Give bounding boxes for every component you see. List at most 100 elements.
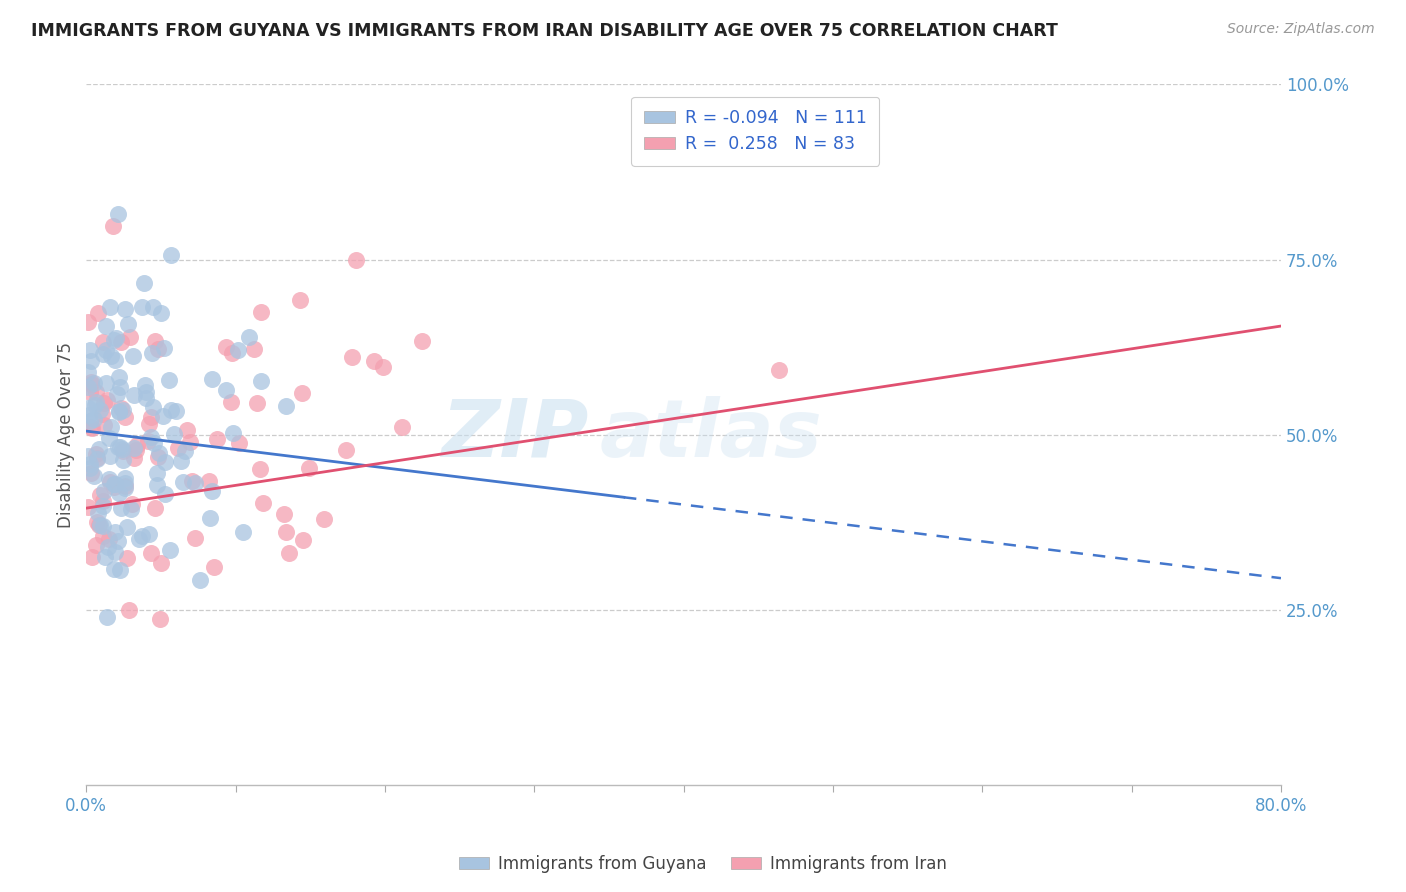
Point bbox=[91, 347, 114, 361]
Point bbox=[139, 410, 162, 425]
Point bbox=[122, 450, 145, 465]
Legend: Immigrants from Guyana, Immigrants from Iran: Immigrants from Guyana, Immigrants from … bbox=[453, 848, 953, 880]
Point bbox=[153, 341, 176, 355]
Point bbox=[104, 545, 127, 559]
Point bbox=[91, 499, 114, 513]
Point bbox=[114, 409, 136, 424]
Point bbox=[91, 493, 114, 508]
Point bbox=[122, 388, 145, 402]
Point bbox=[278, 546, 301, 560]
Point bbox=[215, 383, 238, 397]
Point bbox=[89, 403, 111, 417]
Point bbox=[202, 560, 225, 574]
Point bbox=[107, 207, 129, 221]
Point bbox=[86, 515, 108, 529]
Point bbox=[221, 395, 243, 409]
Point bbox=[165, 404, 187, 418]
Point bbox=[103, 562, 125, 576]
Point bbox=[86, 452, 108, 467]
Point bbox=[98, 472, 121, 486]
Point bbox=[340, 350, 363, 364]
Text: Source: ZipAtlas.com: Source: ZipAtlas.com bbox=[1227, 22, 1375, 37]
Point bbox=[159, 373, 181, 387]
Point bbox=[91, 334, 114, 349]
Text: IMMIGRANTS FROM GUYANA VS IMMIGRANTS FROM IRAN DISABILITY AGE OVER 75 CORRELATIO: IMMIGRANTS FROM GUYANA VS IMMIGRANTS FRO… bbox=[31, 22, 1057, 40]
Point bbox=[79, 414, 101, 428]
Point bbox=[232, 525, 254, 540]
Point bbox=[135, 384, 157, 399]
Point bbox=[107, 404, 129, 418]
Point bbox=[110, 401, 132, 415]
Point bbox=[98, 475, 121, 489]
Point bbox=[391, 420, 413, 434]
Point bbox=[98, 533, 121, 547]
Point bbox=[118, 330, 141, 344]
Point bbox=[179, 434, 201, 449]
Point bbox=[91, 407, 114, 421]
Point bbox=[104, 352, 127, 367]
Point bbox=[114, 301, 136, 316]
Point bbox=[314, 512, 336, 526]
Point bbox=[93, 396, 115, 410]
Point bbox=[76, 315, 98, 329]
Point bbox=[148, 342, 170, 356]
Point bbox=[107, 370, 129, 384]
Point bbox=[79, 376, 101, 390]
Point bbox=[134, 378, 156, 392]
Point bbox=[198, 474, 221, 488]
Point bbox=[148, 450, 170, 465]
Point bbox=[184, 475, 207, 490]
Point bbox=[159, 542, 181, 557]
Point bbox=[83, 412, 105, 426]
Point bbox=[207, 433, 229, 447]
Point bbox=[143, 334, 166, 348]
Point bbox=[221, 346, 243, 360]
Point bbox=[291, 385, 314, 400]
Point bbox=[83, 376, 105, 390]
Point bbox=[238, 330, 260, 344]
Point bbox=[184, 531, 207, 545]
Point bbox=[84, 447, 107, 461]
Point bbox=[93, 529, 115, 543]
Point bbox=[243, 343, 266, 357]
Point bbox=[117, 318, 139, 332]
Point bbox=[273, 507, 295, 521]
Point bbox=[160, 403, 183, 417]
Point bbox=[411, 334, 433, 348]
Point bbox=[86, 451, 108, 466]
Point bbox=[122, 442, 145, 456]
Point bbox=[120, 501, 142, 516]
Point bbox=[153, 455, 176, 469]
Point bbox=[82, 421, 104, 435]
Point bbox=[110, 500, 132, 515]
Point bbox=[114, 481, 136, 495]
Point bbox=[274, 525, 297, 540]
Point bbox=[87, 506, 110, 520]
Point bbox=[104, 477, 127, 491]
Text: atlas: atlas bbox=[600, 395, 823, 474]
Point bbox=[172, 475, 194, 490]
Point bbox=[94, 376, 117, 390]
Point bbox=[101, 219, 124, 233]
Point bbox=[250, 305, 273, 319]
Point bbox=[146, 478, 169, 492]
Point bbox=[181, 474, 204, 488]
Point bbox=[84, 538, 107, 552]
Point bbox=[115, 550, 138, 565]
Point bbox=[93, 417, 115, 432]
Point bbox=[84, 385, 107, 400]
Legend: R = -0.094   N = 111, R =  0.258   N = 83: R = -0.094 N = 111, R = 0.258 N = 83 bbox=[631, 96, 879, 166]
Point bbox=[107, 533, 129, 548]
Point bbox=[77, 409, 100, 423]
Point bbox=[98, 431, 121, 445]
Point bbox=[768, 363, 790, 377]
Point bbox=[98, 300, 121, 314]
Point bbox=[93, 484, 115, 499]
Point bbox=[146, 467, 169, 481]
Point bbox=[139, 430, 162, 444]
Point bbox=[143, 500, 166, 515]
Point bbox=[176, 423, 198, 437]
Point bbox=[79, 457, 101, 471]
Point bbox=[108, 405, 131, 419]
Point bbox=[84, 395, 107, 409]
